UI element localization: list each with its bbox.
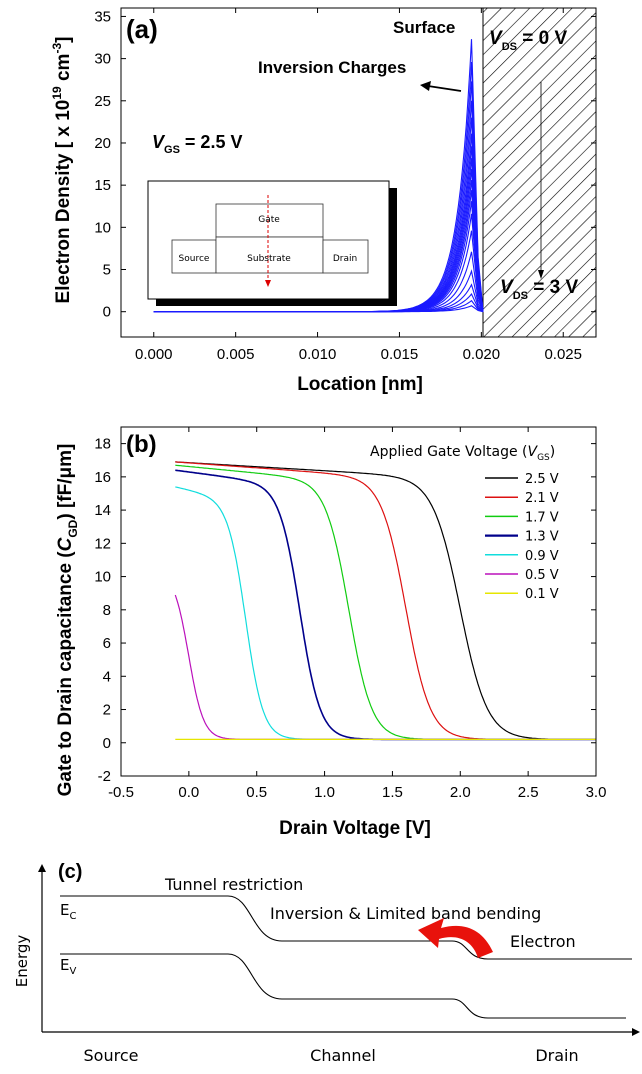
legend-label: 0.5 V	[525, 568, 559, 583]
vds-top-annotation: VDS = 0 V	[489, 28, 567, 53]
surface-annotation: Surface	[393, 18, 455, 37]
b-xtick-label: 2.5	[518, 784, 539, 801]
b-ytick-label: 2	[103, 702, 111, 719]
a-xtick-label: 0.005	[217, 346, 255, 363]
panel-c-label: (c)	[58, 861, 82, 883]
b-ytick-label: 4	[103, 668, 111, 685]
inset-substrate-box	[215, 236, 324, 274]
tunnel-restriction-label: Tunnel restriction	[164, 875, 303, 894]
a-xtick-label: 0.010	[299, 346, 337, 363]
panel-a-xlabel: Location [nm]	[297, 374, 423, 395]
panel-a-ticks: 0.000 0.005 0.010 0.015 0.020 0.025 0 5 10 15 20 25…	[94, 8, 596, 363]
inset-gate-box	[215, 203, 324, 238]
b-ytick-label: 16	[94, 469, 111, 486]
electron-arrow	[418, 918, 493, 958]
legend-label: 1.3 V	[525, 530, 559, 545]
b-ytick-label: 0	[103, 735, 111, 752]
inversion-arrowhead	[420, 81, 431, 91]
panel-b-ylabel: Gate to Drain capacitance (CGD) [fF/μm]	[55, 444, 80, 797]
legend-label: 2.1 V	[525, 491, 559, 506]
inset-source-label: Source	[179, 254, 210, 264]
region-drain: Drain	[535, 1046, 578, 1065]
inset-drain-label: Drain	[333, 254, 357, 264]
inset-substrate-label: Substrate	[247, 254, 291, 264]
density-curves	[153, 39, 484, 313]
b-xtick-label: -0.5	[108, 784, 134, 801]
inversion-arrow	[427, 85, 462, 92]
capacitance-curve	[174, 594, 596, 740]
inset-drain-box	[322, 239, 369, 274]
a-ytick-label: 25	[94, 93, 111, 110]
panel-b-label: (b)	[126, 431, 157, 458]
a-ytick-label: 20	[94, 135, 111, 152]
vds-sweep-arrowhead	[538, 270, 544, 279]
inversion-band-label: Inversion & Limited band bending	[270, 904, 541, 923]
a-ytick-label: 5	[103, 262, 111, 279]
b-ytick-label: 14	[94, 502, 111, 519]
inversion-annotation: Inversion Charges	[258, 58, 406, 77]
capacitance-curves	[174, 461, 596, 741]
b-xtick-label: 3.0	[586, 784, 607, 801]
b-ytick-label: 8	[103, 602, 111, 619]
panel-b-xlabel: Drain Voltage [V]	[279, 818, 431, 839]
conduction-band	[60, 895, 632, 960]
a-ytick-label: 30	[94, 51, 111, 68]
b-xtick-label: 1.5	[382, 784, 403, 801]
ec-label: EC	[60, 901, 76, 922]
b-xtick-label: 0.5	[246, 784, 267, 801]
position-axis-arrowhead	[632, 1028, 640, 1036]
a-xtick-label: 0.025	[544, 346, 582, 363]
legend-label: 0.1 V	[525, 587, 559, 602]
inset-gate-label: Gate	[258, 215, 280, 225]
panel-b-frame	[120, 426, 597, 777]
b-xtick-label: 0.0	[178, 784, 199, 801]
region-source: Source	[84, 1046, 139, 1065]
vds-bottom-annotation: VDS = 3 V	[500, 277, 578, 302]
panel-b-ticks: -0.5 0.0 0.5 1.0 1.5 2.0 2.5 3.0 -2 0 2 4 6 8 10 12 14 16…	[94, 427, 606, 801]
a-xtick-label: 0.020	[463, 346, 501, 363]
a-ytick-label: 10	[94, 219, 111, 236]
density-curve	[153, 305, 484, 313]
a-ytick-label: 0	[103, 304, 111, 321]
oxide-hatch-region	[483, 8, 596, 337]
inset-cut-arrowhead	[265, 280, 271, 287]
a-ytick-label: 35	[94, 8, 111, 25]
a-ytick-label: 15	[94, 177, 111, 194]
panel-a: Gate Source Substrate Drain 0.000 0.005 0.…	[50, 7, 597, 395]
b-ytick-label: -2	[98, 768, 111, 785]
b-ytick-label: 10	[94, 569, 111, 586]
legend: 2.5 V 2.1 V 1.7 V 1.3 V 0.9 V 0.5 V 0.1 V	[485, 472, 559, 602]
panel-b: -0.5 0.0 0.5 1.0 1.5 2.0 2.5 3.0 -2 0 2 4 6 8 10 12 14 16…	[55, 426, 606, 839]
b-ytick-label: 12	[94, 535, 111, 552]
panel-a-ylabel: Electron Density [ x 1019 cm-3]	[50, 37, 74, 304]
panel-a-label: (a)	[126, 14, 158, 44]
legend-label: 2.5 V	[525, 472, 559, 487]
legend-label: 1.7 V	[525, 510, 559, 525]
capacitance-curve	[175, 461, 596, 740]
valence-band	[60, 953, 626, 1019]
device-inset: Gate Source Substrate Drain	[147, 180, 397, 306]
energy-axis-label: Energy	[13, 935, 31, 988]
b-xtick-label: 2.0	[450, 784, 471, 801]
capacitance-curve	[175, 464, 596, 740]
legend-title: Applied Gate Voltage (VGS)	[370, 444, 555, 463]
b-ytick-label: 6	[103, 635, 111, 652]
legend-label: 0.9 V	[525, 549, 559, 564]
vgs-annotation: VGS = 2.5 V	[152, 132, 242, 156]
panel-a-frame	[120, 7, 597, 338]
a-xtick-label: 0.000	[135, 346, 173, 363]
electron-label: Electron	[510, 932, 576, 951]
inset-source-box	[171, 239, 217, 274]
region-channel: Channel	[310, 1046, 376, 1065]
b-ytick-label: 18	[94, 436, 111, 453]
ev-label: EV	[60, 956, 76, 977]
panel-c: (c) Energy EC EV Tunnel restriction Inve…	[13, 861, 640, 1065]
a-xtick-label: 0.015	[381, 346, 419, 363]
b-xtick-label: 1.0	[314, 784, 335, 801]
energy-axis-arrowhead	[38, 864, 46, 872]
